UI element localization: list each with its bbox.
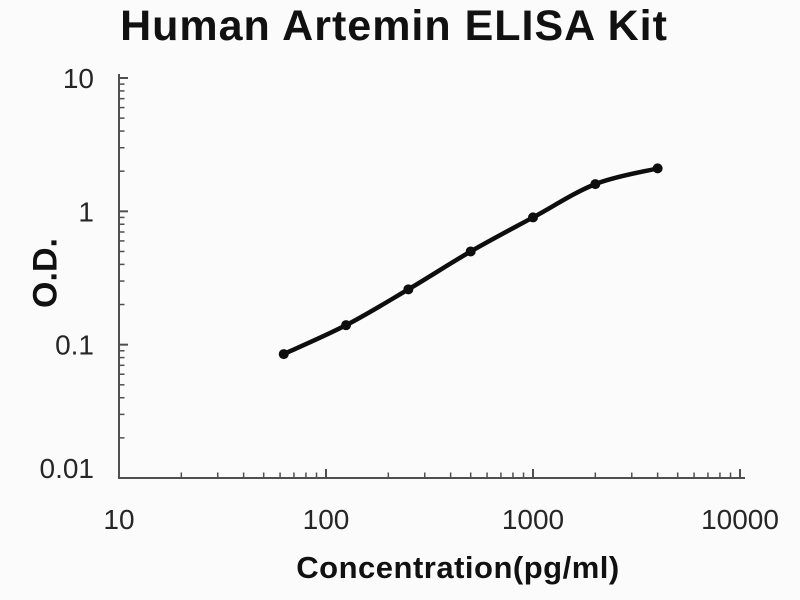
y-tick-label: 10 — [63, 63, 94, 94]
data-point-marker — [278, 349, 289, 360]
standard-curve-line — [281, 166, 660, 357]
y-tick-label: 0.1 — [55, 330, 94, 361]
x-axis-title: Concentration(pg/ml) — [296, 550, 620, 585]
data-point-marker — [652, 163, 663, 174]
x-tick-label: 10 — [103, 504, 134, 535]
data-point-marker — [403, 284, 414, 295]
y-tick-label: 1 — [78, 196, 94, 227]
y-tick-label: 0.01 — [40, 453, 95, 484]
data-point-marker — [341, 320, 352, 331]
x-tick-label: 10000 — [701, 504, 779, 535]
x-tick-label: 1000 — [502, 504, 564, 535]
data-point-marker — [590, 179, 601, 190]
chart-title: Human Artemin ELISA Kit — [120, 2, 668, 50]
x-tick-label: 100 — [303, 504, 350, 535]
data-point-marker — [465, 246, 476, 257]
data-point-marker — [528, 212, 538, 223]
